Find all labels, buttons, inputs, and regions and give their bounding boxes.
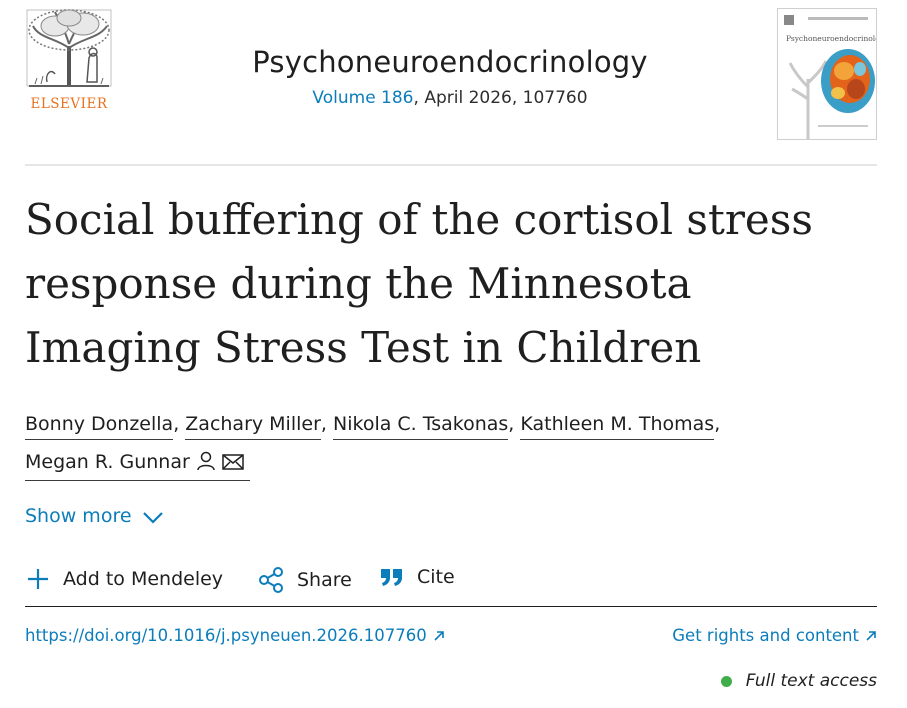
envelope-icon bbox=[222, 454, 244, 470]
journal-cover-thumbnail[interactable]: Psychoneuroendocrinology bbox=[777, 8, 877, 140]
author-name: Megan R. Gunnar bbox=[25, 451, 190, 473]
article-actions-bar: Add to Mendeley Share Cite bbox=[25, 562, 877, 607]
corresponding-author-link[interactable]: Megan R. Gunnar bbox=[25, 449, 250, 481]
cite-label: Cite bbox=[417, 566, 455, 588]
article-title: Social buffering of the cortisol stress … bbox=[25, 195, 813, 372]
volume-link[interactable]: Volume 186 bbox=[312, 88, 414, 108]
author-link[interactable]: Kathleen M. Thomas bbox=[520, 411, 715, 440]
external-arrow-icon bbox=[866, 631, 876, 641]
journal-header: ELSEVIER Psychoneuroendocrinology Volume… bbox=[25, 0, 877, 166]
quote-icon bbox=[381, 569, 402, 586]
access-label: Full text access bbox=[745, 671, 877, 691]
author-separator: , bbox=[508, 413, 521, 435]
show-more-button[interactable]: Show more bbox=[25, 505, 164, 527]
plus-icon bbox=[28, 569, 48, 589]
author-list: Bonny Donzella, Zachary Miller, Nikola C… bbox=[25, 405, 877, 481]
cite-button[interactable]: Cite bbox=[379, 566, 455, 588]
person-icon bbox=[197, 451, 215, 471]
elsevier-logo[interactable]: ELSEVIER bbox=[25, 8, 113, 112]
rights-text: Get rights and content bbox=[672, 626, 859, 645]
issue-info: Volume 186, April 2026, 107760 bbox=[175, 88, 725, 108]
external-arrow-icon bbox=[434, 631, 444, 641]
issue-details: , April 2026, 107760 bbox=[413, 88, 588, 108]
cover-journal-title: Psychoneuroendocrinology bbox=[786, 34, 876, 43]
journal-info-block: Psychoneuroendocrinology Volume 186, Apr… bbox=[175, 44, 725, 108]
chevron-down-icon bbox=[142, 512, 163, 524]
author-separator: , bbox=[714, 413, 721, 435]
doi-link[interactable]: https://doi.org/10.1016/j.psyneuen.2026.… bbox=[25, 626, 445, 645]
author-link[interactable]: Bonny Donzella bbox=[25, 411, 174, 440]
get-rights-link[interactable]: Get rights and content bbox=[672, 626, 877, 645]
add-to-mendeley-button[interactable]: Add to Mendeley bbox=[25, 566, 223, 592]
author-link[interactable]: Nikola C. Tsakonas bbox=[333, 411, 509, 440]
journal-cover-image: Psychoneuroendocrinology bbox=[778, 9, 876, 139]
article-page: ELSEVIER Psychoneuroendocrinology Volume… bbox=[25, 0, 877, 708]
access-status-dot bbox=[720, 675, 732, 687]
author-link[interactable]: Zachary Miller bbox=[185, 411, 321, 440]
share-label: Share bbox=[297, 569, 352, 591]
journal-title[interactable]: Psychoneuroendocrinology bbox=[252, 45, 648, 79]
share-icon bbox=[259, 567, 283, 593]
access-status: Full text access bbox=[720, 671, 877, 691]
show-more-label: Show more bbox=[25, 505, 132, 527]
doi-text: https://doi.org/10.1016/j.psyneuen.2026.… bbox=[25, 626, 427, 645]
share-button[interactable]: Share bbox=[257, 566, 352, 594]
publisher-name: ELSEVIER bbox=[30, 96, 108, 112]
author-separator: , bbox=[173, 413, 186, 435]
author-icons bbox=[196, 451, 250, 478]
mendeley-label: Add to Mendeley bbox=[63, 568, 224, 590]
author-separator: , bbox=[320, 413, 333, 435]
elsevier-tree-icon bbox=[26, 9, 112, 87]
